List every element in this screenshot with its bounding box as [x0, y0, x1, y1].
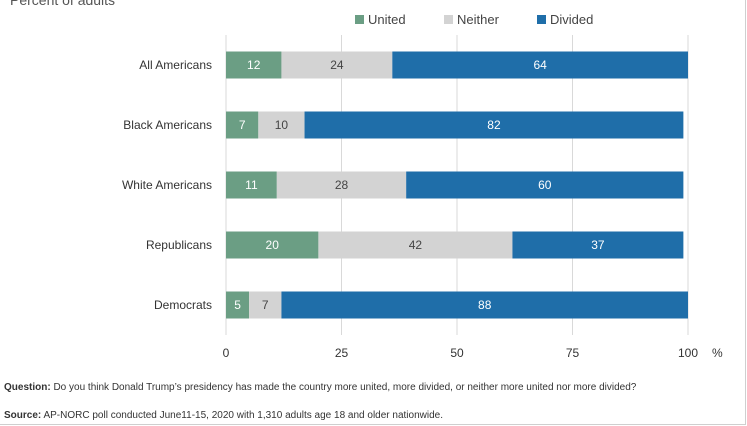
legend-swatch-united: [355, 15, 364, 24]
footnote-source: Source: AP-NORC poll conducted June11-15…: [4, 410, 739, 422]
data-label-black-americans-divided: 82: [487, 118, 501, 132]
category-label-all-americans: All Americans: [139, 58, 212, 72]
footnote-question: Question: Do you think Donald Trump’s pr…: [4, 382, 739, 394]
data-label-all-americans-divided: 64: [533, 58, 547, 72]
data-label-democrats-neither: 7: [262, 298, 269, 312]
bar-republicans-united: [226, 231, 319, 259]
question-label: Question:: [4, 382, 51, 393]
legend: United Neither Divided: [0, 0, 747, 30]
bar-black-americans-united: [226, 111, 259, 139]
data-label-black-americans-united: 7: [239, 118, 246, 132]
data-label-white-americans-divided: 60: [538, 178, 552, 192]
data-label-democrats-divided: 88: [478, 298, 492, 312]
category-label-democrats: Democrats: [154, 298, 212, 312]
category-label-black-americans: Black Americans: [123, 118, 212, 132]
bar-black-americans-divided: [304, 111, 684, 139]
bar-all-americans-united: [226, 51, 282, 79]
legend-item-divided: Divided: [537, 12, 593, 27]
x-tick-label-100: 100: [678, 346, 698, 360]
category-label-white-americans: White Americans: [122, 178, 212, 192]
question-text: Do you think Donald Trump’s presidency h…: [50, 382, 637, 393]
x-tick-label-25: 25: [335, 346, 349, 360]
data-label-republicans-neither: 42: [409, 238, 423, 252]
data-label-all-americans-neither: 24: [330, 58, 344, 72]
bar-democrats-united: [226, 291, 250, 319]
source-text: AP-NORC poll conducted June11-15, 2020 w…: [41, 410, 443, 421]
bar-black-americans-neither: [258, 111, 305, 139]
x-tick-label-0: 0: [223, 346, 230, 360]
x-tick-label-50: 50: [450, 346, 464, 360]
legend-item-united: United: [355, 12, 406, 27]
bar-white-americans-united: [226, 171, 277, 199]
x-axis-unit: %: [712, 346, 723, 360]
legend-label-neither: Neither: [457, 12, 499, 27]
chart-subtitle: Percent of adults: [10, 0, 116, 8]
category-label-republicans: Republicans: [146, 238, 212, 252]
source-label: Source:: [4, 410, 42, 421]
legend-label-divided: Divided: [550, 12, 594, 27]
x-tick-label-75: 75: [566, 346, 580, 360]
bar-white-americans-divided: [406, 171, 684, 199]
bar-republicans-divided: [512, 231, 684, 259]
legend-item-neither: Neither: [444, 12, 499, 27]
bar-republicans-neither: [318, 231, 513, 259]
data-label-republicans-divided: 37: [591, 238, 605, 252]
data-label-white-americans-neither: 28: [335, 178, 349, 192]
legend-swatch-divided: [537, 15, 546, 24]
legend-swatch-neither: [444, 15, 453, 24]
bar-democrats-neither: [249, 291, 282, 319]
stacked-bar-chart: All Americans 12 24 64 Black Americans 7 10 82 W…: [122, 35, 723, 360]
data-label-democrats-united: 5: [234, 298, 241, 312]
bar-all-americans-neither: [281, 51, 393, 79]
bar-all-americans-divided: [392, 51, 688, 79]
data-label-all-americans-united: 12: [247, 58, 261, 72]
bar-white-americans-neither: [276, 171, 407, 199]
data-label-republicans-united: 20: [266, 238, 280, 252]
data-label-white-americans-united: 11: [245, 178, 258, 192]
legend-label-united: United: [368, 12, 406, 27]
bar-democrats-divided: [281, 291, 688, 319]
data-label-black-americans-neither: 10: [275, 118, 289, 132]
